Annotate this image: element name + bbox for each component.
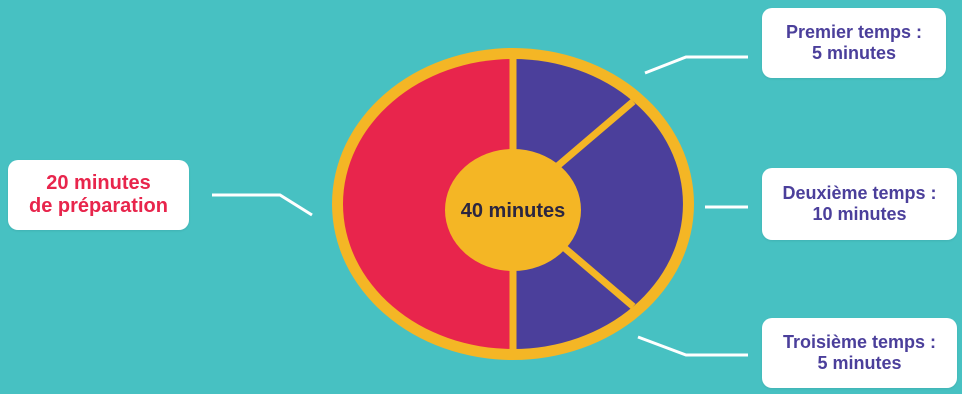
wheel-segment-second-phase bbox=[513, 101, 683, 307]
label-preparation-line1: 20 minutes bbox=[46, 172, 151, 194]
label-third-phase-line2: 5 minutes bbox=[817, 353, 902, 373]
label-third-phase-line1: Troisième temps : bbox=[782, 332, 937, 353]
label-second-phase-line1: Deuxième temps : bbox=[782, 183, 937, 204]
connector-line-first bbox=[644, 55, 748, 75]
wheel-segment-preparation bbox=[343, 59, 513, 349]
label-third-phase: Troisième temps : 5 minutes bbox=[762, 318, 957, 388]
label-second-phase-line2: 10 minutes bbox=[812, 204, 907, 224]
center-disc bbox=[445, 149, 581, 271]
center-label: 40 minutes bbox=[461, 200, 565, 222]
label-first-phase: Premier temps : 5 minutes bbox=[762, 8, 946, 78]
label-first-phase-line2: 5 minutes bbox=[811, 43, 897, 63]
connector-line-preparation bbox=[212, 193, 313, 217]
label-preparation-line2: de préparation bbox=[29, 195, 168, 217]
connector-line-third bbox=[637, 335, 748, 357]
label-preparation: 20 minutes de préparation bbox=[8, 160, 189, 230]
label-first-phase-line1: Premier temps : bbox=[785, 22, 923, 43]
label-second-phase: Deuxième temps : 10 minutes bbox=[762, 168, 957, 240]
